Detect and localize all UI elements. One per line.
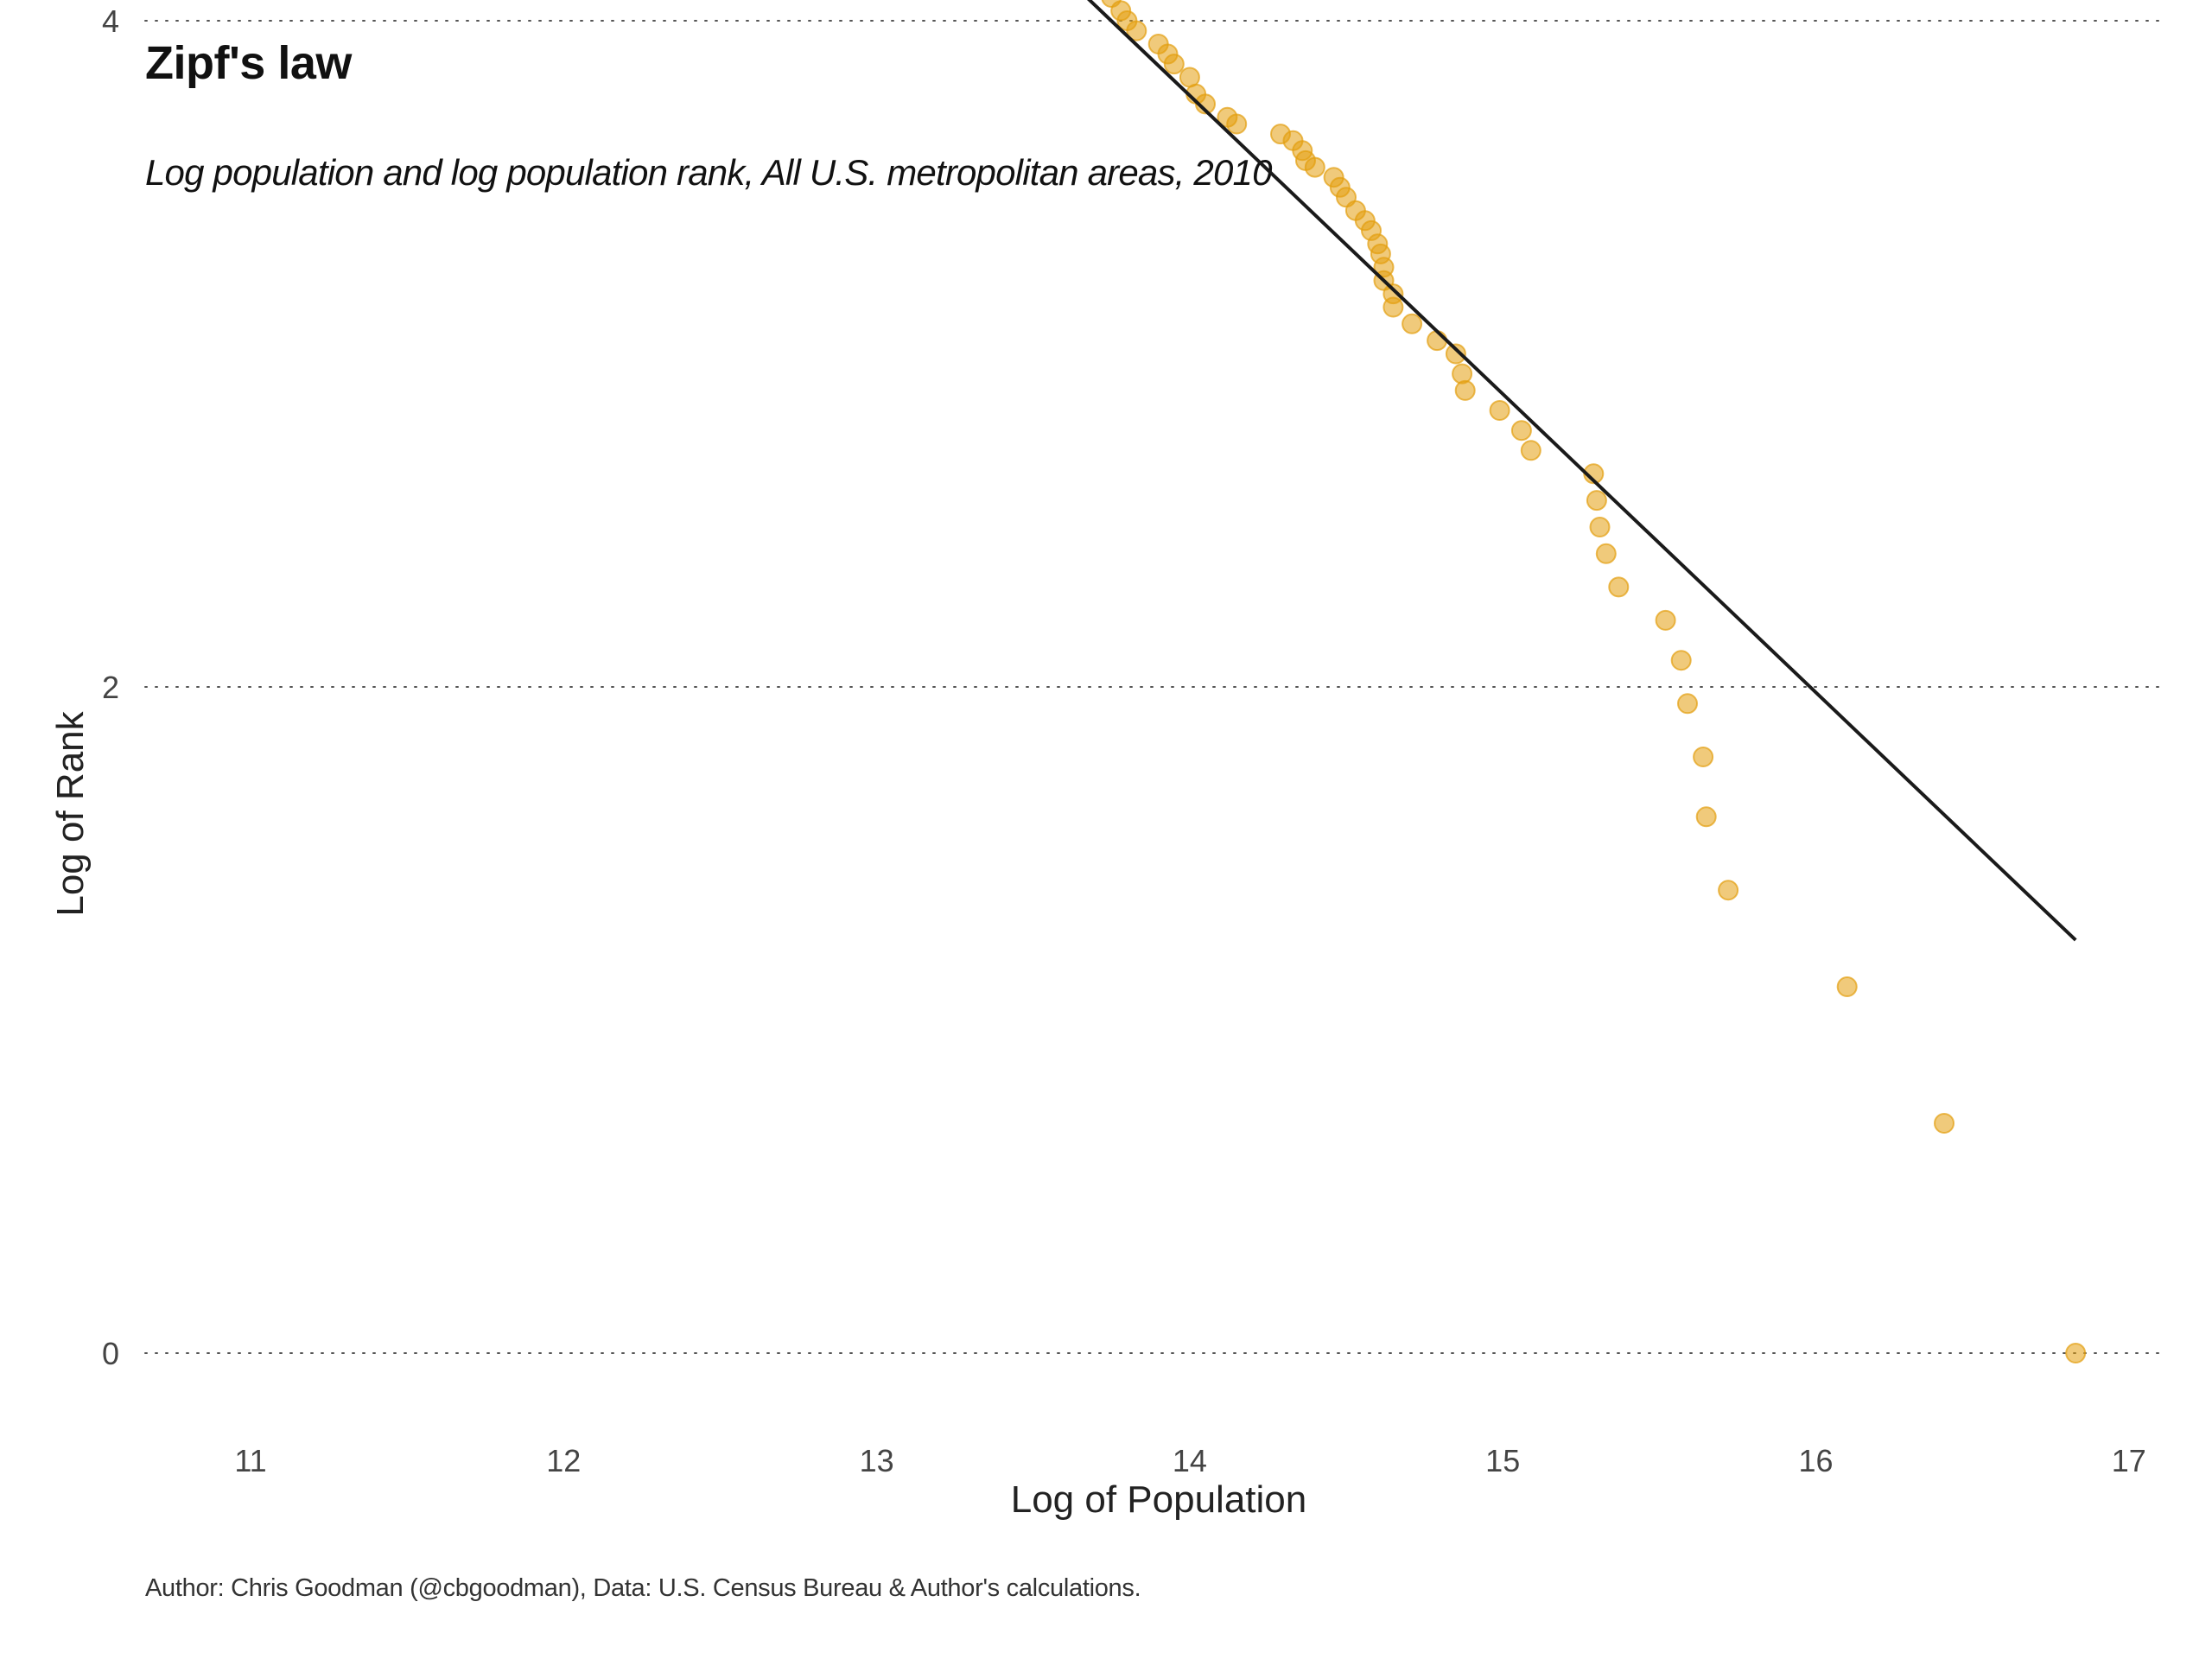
data-point [1718, 880, 1739, 901]
data-point [1695, 806, 1717, 828]
x-tick-label: 15 [1485, 1443, 1520, 1478]
data-point [1836, 976, 1858, 997]
x-tick-label: 12 [546, 1443, 581, 1478]
chart-subtitle: Log population and log population rank, … [145, 152, 1272, 193]
x-tick-label: 11 [234, 1443, 266, 1478]
data-point [1589, 517, 1611, 537]
data-point [1126, 20, 1147, 41]
y-axis-ticks: 0246 [102, 3, 119, 1371]
data-point [1934, 1113, 1955, 1134]
y-tick-label: 2 [102, 670, 119, 705]
y-axis-label: Log of Rank [49, 710, 92, 916]
data-point [1402, 313, 1423, 334]
data-point [1195, 93, 1216, 115]
y-tick-label: 0 [102, 1336, 119, 1371]
data-point [1445, 343, 1466, 365]
chart-title: Zipf's law [145, 37, 352, 89]
x-tick-label: 17 [2112, 1443, 2146, 1478]
x-tick-label: 14 [1173, 1443, 1207, 1478]
data-point [1489, 400, 1510, 421]
x-tick-label: 16 [1798, 1443, 1833, 1478]
x-axis-ticks: 11 12 13 14 15 16 17 [234, 1443, 2146, 1478]
data-point [1304, 156, 1325, 178]
fit-line [1087, 0, 2077, 942]
fit-line-group [1087, 0, 2077, 942]
data-point [1510, 420, 1532, 442]
data-point [1226, 113, 1248, 135]
data-point [1586, 490, 1607, 512]
data-point [1693, 747, 1714, 767]
gridlines [144, 20, 2161, 1354]
chart-caption: Author: Chris Goodman (@cbgoodman), Data… [145, 1574, 1141, 1602]
data-point [1608, 576, 1630, 598]
y-tick-label: 4 [102, 3, 119, 39]
x-axis-label: Log of Population [1011, 1478, 1307, 1521]
data-point [1452, 363, 1473, 385]
data-point [1670, 650, 1692, 671]
data-point [1382, 296, 1404, 318]
data-point [1655, 609, 1676, 631]
data-point [1454, 379, 1476, 401]
x-tick-label: 13 [860, 1443, 894, 1478]
data-point [1595, 543, 1617, 564]
data-points [1101, 0, 2087, 1363]
data-point [1427, 330, 1448, 352]
data-point [1677, 693, 1698, 715]
data-point [2065, 1343, 2087, 1363]
data-point [1520, 440, 1541, 461]
data-point [1163, 54, 1185, 75]
